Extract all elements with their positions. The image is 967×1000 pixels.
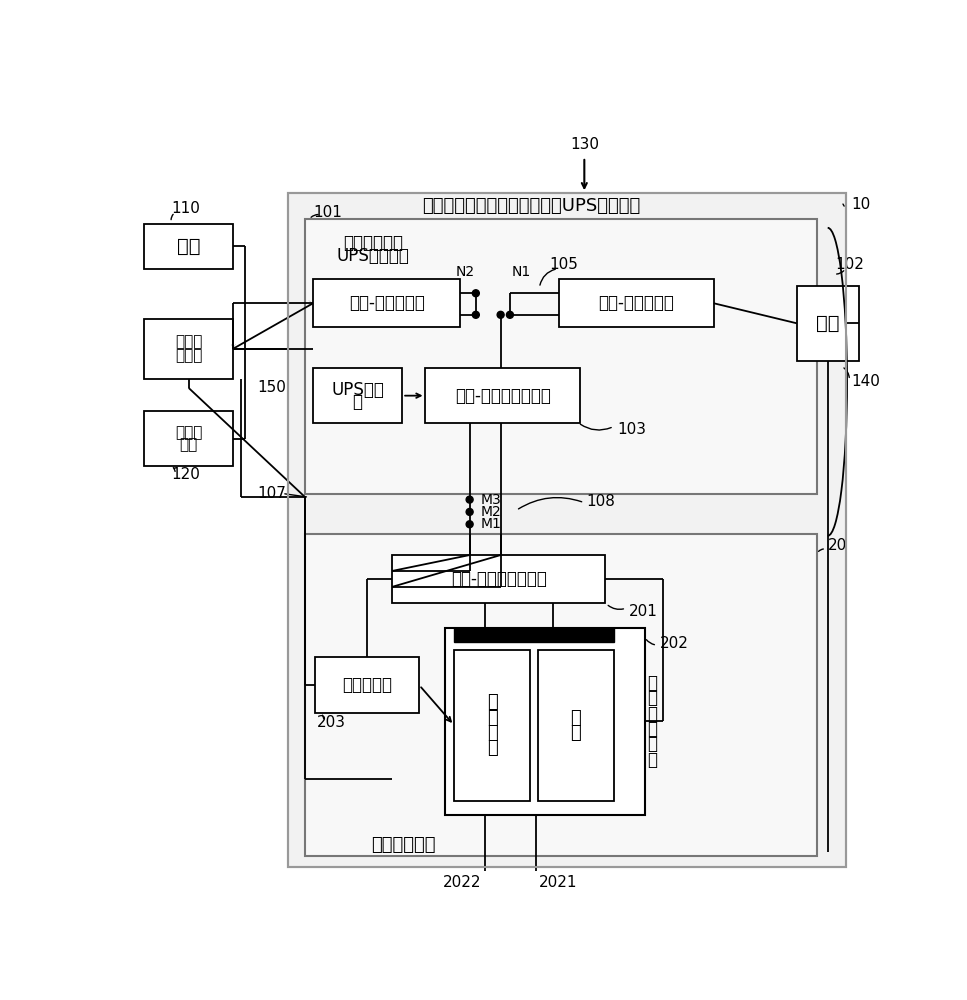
Text: 储: 储	[648, 705, 658, 723]
Circle shape	[507, 311, 513, 318]
Bar	[287, 193, 845, 867]
Bar	[314, 657, 420, 713]
Bar	[144, 411, 233, 466]
Text: 103: 103	[617, 422, 646, 437]
Text: 市电: 市电	[177, 237, 200, 256]
Bar	[313, 368, 402, 423]
Text: 130: 130	[570, 137, 599, 152]
Text: 108: 108	[586, 494, 615, 509]
Text: 飞轮储能与在线式高频双变换UPS集成系统: 飞轮储能与在线式高频双变换UPS集成系统	[423, 197, 641, 215]
Text: 107: 107	[257, 486, 286, 501]
Bar	[445, 628, 645, 815]
Text: 轮: 轮	[648, 689, 658, 707]
Bar	[559, 279, 714, 327]
Text: 201: 201	[629, 604, 658, 619]
Text: 轮: 轮	[486, 709, 497, 727]
Text: 柴油发: 柴油发	[175, 425, 202, 440]
Text: 直流-交流双向变换器: 直流-交流双向变换器	[451, 570, 546, 588]
Text: 换开关: 换开关	[175, 348, 202, 363]
Circle shape	[472, 311, 480, 318]
Bar	[144, 224, 233, 269]
Text: 本: 本	[486, 724, 497, 742]
Text: 电机: 电机	[180, 437, 198, 452]
Text: 飞: 飞	[648, 674, 658, 692]
Bar	[797, 286, 859, 361]
Text: 101: 101	[313, 205, 342, 220]
Bar	[454, 650, 530, 801]
Text: 20: 20	[828, 538, 847, 553]
Circle shape	[466, 521, 473, 528]
Circle shape	[472, 290, 480, 297]
Text: 自动切: 自动切	[175, 334, 202, 349]
Text: 体: 体	[486, 739, 497, 757]
Text: 直流-直流双向变换器: 直流-直流双向变换器	[455, 387, 551, 405]
Text: UPS高频装置: UPS高频装置	[337, 247, 409, 265]
Bar	[454, 628, 614, 642]
Bar	[425, 368, 580, 423]
Bar	[313, 279, 460, 327]
Text: 电: 电	[571, 709, 581, 727]
Text: 负载: 负载	[816, 314, 839, 333]
Bar	[144, 319, 233, 379]
Circle shape	[466, 496, 473, 503]
Text: 飞: 飞	[486, 693, 497, 711]
Text: 202: 202	[659, 636, 689, 651]
Text: 在线双变换式: 在线双变换式	[342, 234, 402, 252]
Text: 器: 器	[353, 393, 363, 411]
Text: 元: 元	[648, 751, 658, 769]
Text: 120: 120	[171, 467, 200, 482]
Text: 飞轮控制器: 飞轮控制器	[342, 676, 392, 694]
Text: M2: M2	[481, 505, 501, 519]
Text: 105: 105	[549, 257, 578, 272]
Bar	[306, 534, 817, 856]
Text: 110: 110	[171, 201, 200, 216]
Text: 能: 能	[648, 720, 658, 738]
Bar	[393, 555, 605, 603]
Circle shape	[497, 311, 504, 318]
Text: 飞轮储能装置: 飞轮储能装置	[371, 836, 436, 854]
Text: 2021: 2021	[540, 875, 578, 890]
Text: 机: 机	[571, 724, 581, 742]
Text: 交流-直流整流器: 交流-直流整流器	[349, 294, 425, 312]
Text: 150: 150	[257, 380, 286, 395]
Text: 单: 单	[648, 735, 658, 753]
Bar	[287, 193, 845, 867]
Text: 直流-交流逆变器: 直流-交流逆变器	[599, 294, 674, 312]
Bar	[306, 219, 817, 494]
Text: 10: 10	[852, 197, 871, 212]
Text: 2022: 2022	[443, 875, 482, 890]
Text: M1: M1	[481, 517, 501, 531]
Text: N1: N1	[512, 265, 531, 279]
Text: UPS控制: UPS控制	[332, 380, 384, 398]
Text: N2: N2	[455, 265, 474, 279]
Text: 140: 140	[852, 374, 881, 389]
Circle shape	[466, 508, 473, 515]
Bar	[538, 650, 614, 801]
Text: 203: 203	[317, 715, 346, 730]
Text: M3: M3	[481, 493, 501, 507]
Text: 102: 102	[835, 257, 864, 272]
